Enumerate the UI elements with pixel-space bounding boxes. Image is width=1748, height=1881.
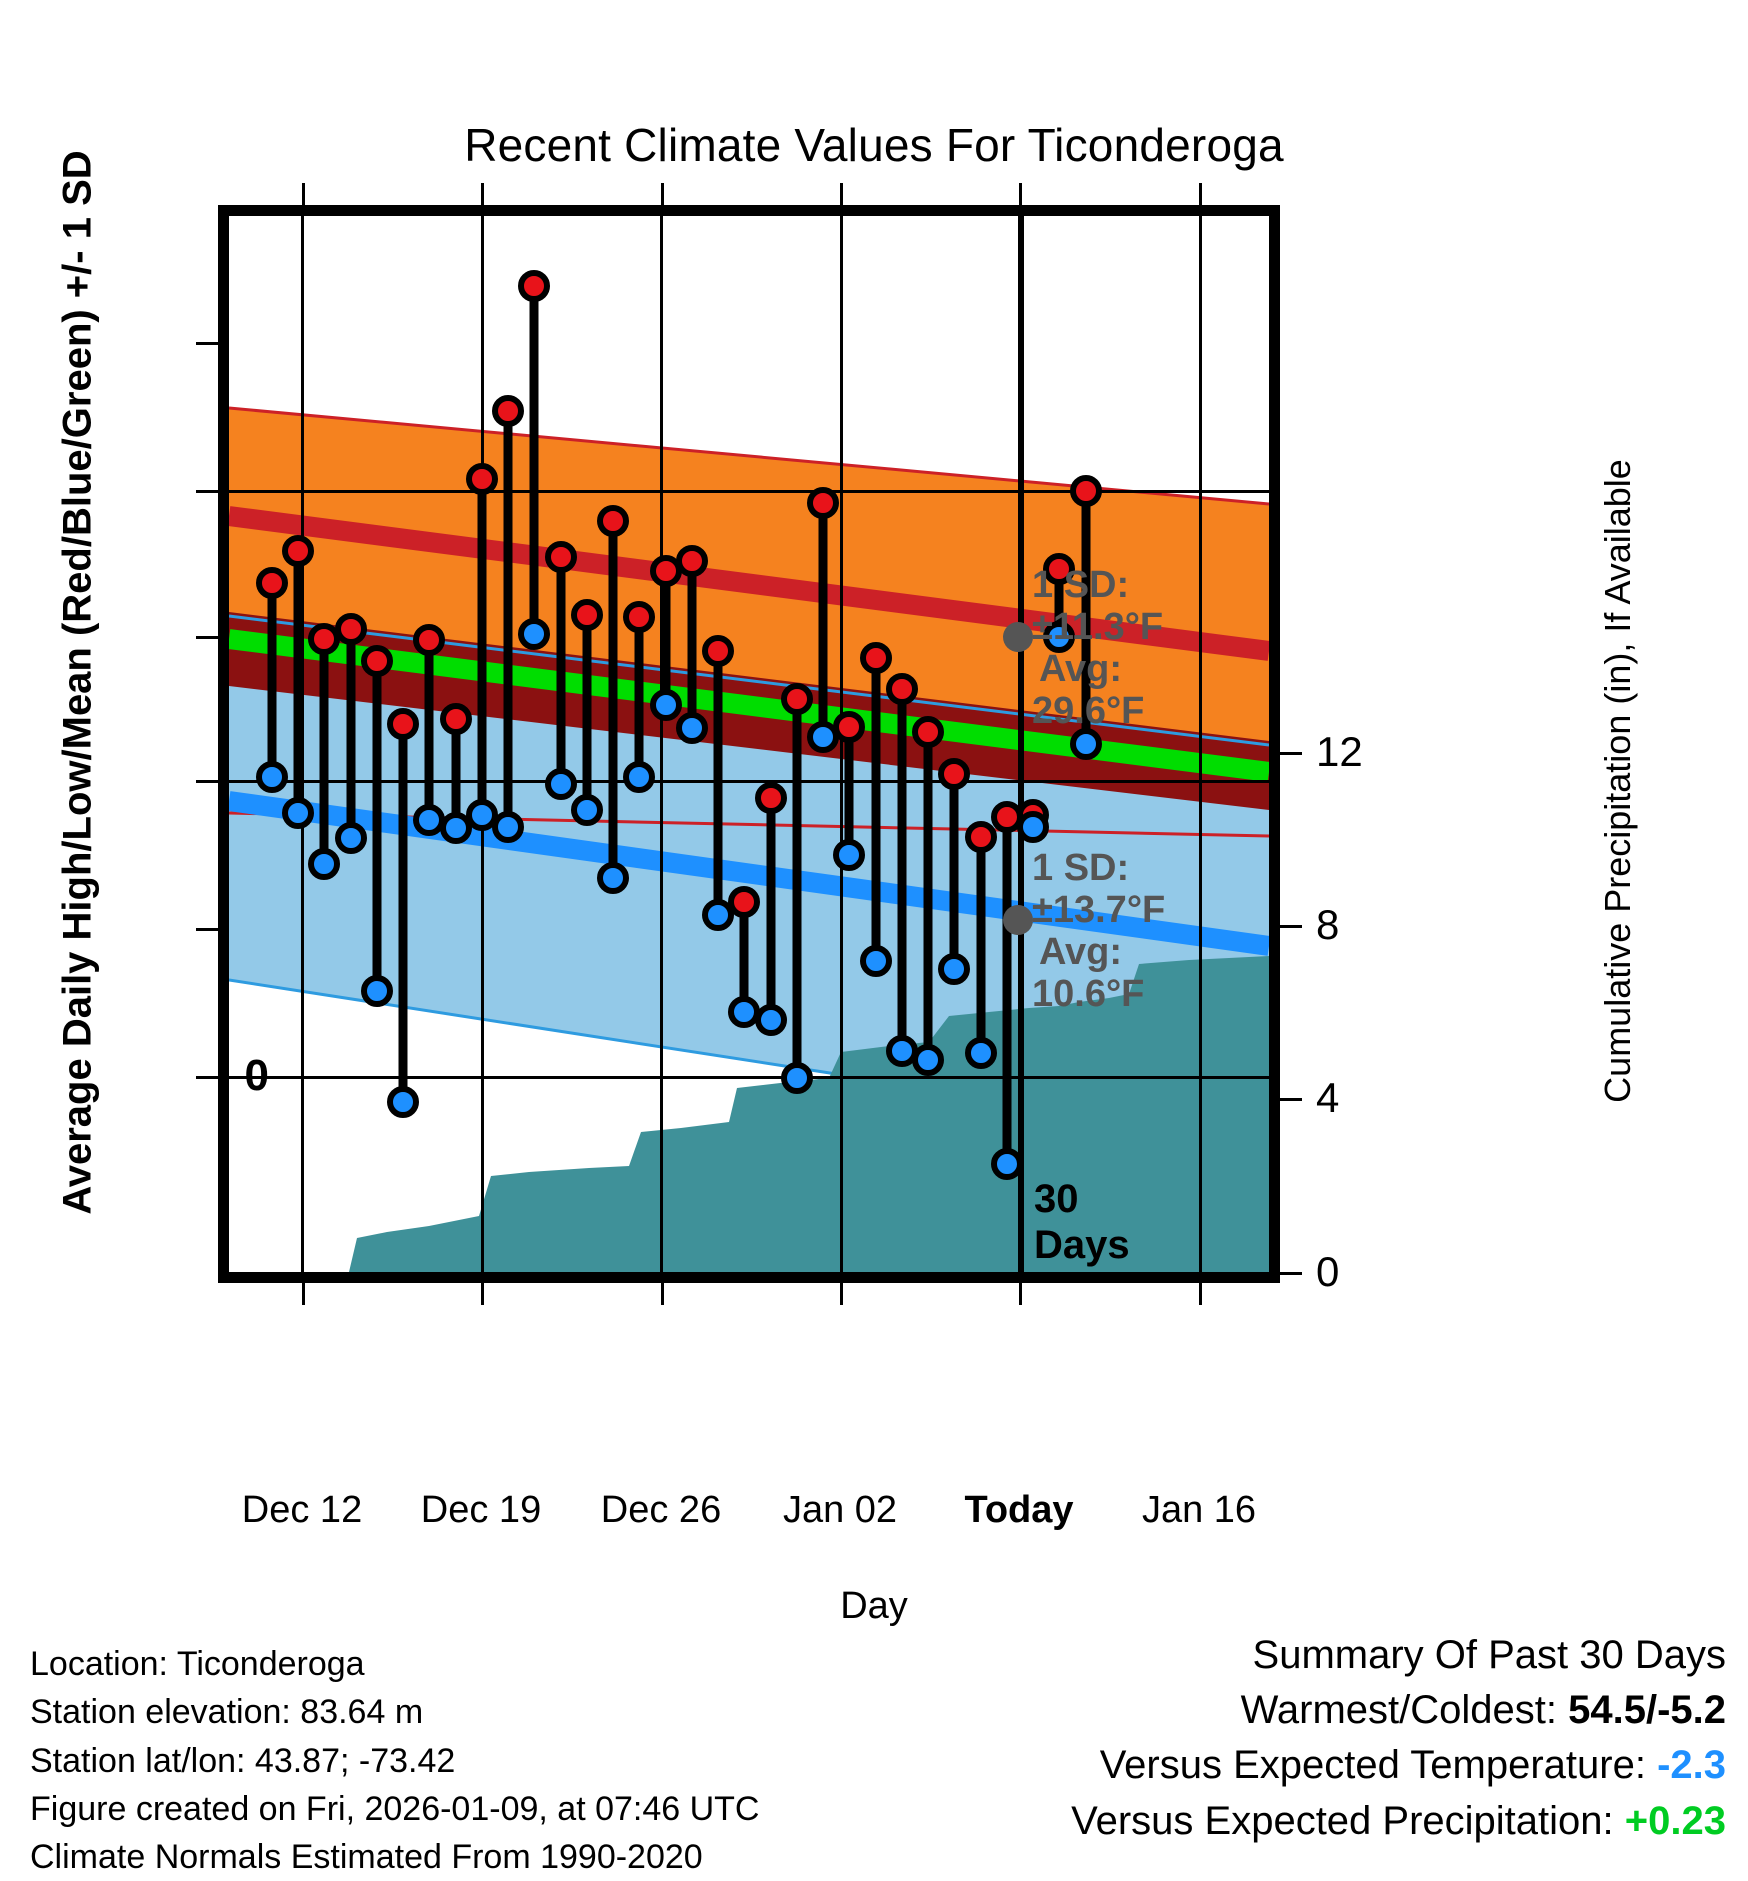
footer-created: Figure created on Fri, 2026-01-09, at 07… [30, 1789, 760, 1828]
y-axis-label: Average Daily High/Low/Mean (Red/Blue/Gr… [55, 150, 100, 1215]
summary-vs-precipitation-label: Versus Expected Precipitation: [1071, 1798, 1614, 1843]
footer-latlon: Station lat/lon: 43.87; -73.42 [30, 1741, 456, 1780]
precip-window-line-2: Days [1034, 1223, 1130, 1267]
summary-warmest-coldest-label: Warmest/Coldest: [1240, 1688, 1557, 1733]
summary-warmest-coldest: Warmest/Coldest: 54.5/-5.2 [1071, 1683, 1726, 1738]
y-tick-0: 0 [149, 1051, 269, 1101]
footer-location: Location: Ticonderoga [30, 1645, 365, 1683]
x-tick-jan-02: Jan 02 [782, 1489, 898, 1531]
plot-area: 1 SD: ±11.3°F Avg: 29.6°F 1 SD: ±13.7°F … [229, 216, 1269, 1272]
low-sd-label: 1 SD: [1032, 847, 1130, 889]
low-avg-label: Avg: [1039, 931, 1123, 973]
y2-axis-label: Cumulative Precipitation (in), If Availa… [1597, 459, 1638, 1103]
high-avg-value: 29.6°F [1032, 690, 1145, 732]
summary-panel: Summary Of Past 30 Days Warmest/Coldest:… [1071, 1628, 1726, 1849]
summary-warmest-coldest-value: 54.5/-5.2 [1568, 1688, 1726, 1733]
chart-title: Recent Climate Values For Ticonderoga [464, 119, 1284, 171]
summary-vs-temperature-value: -2.3 [1657, 1743, 1726, 1788]
summary-vs-temperature: Versus Expected Temperature: -2.3 [1071, 1738, 1726, 1793]
x-tick-dec-19: Dec 19 [420, 1489, 542, 1531]
y2-tick-12: 12 [1316, 728, 1363, 775]
summary-heading: Summary Of Past 30 Days [1252, 1633, 1726, 1677]
low-avg-value: 10.6°F [1032, 973, 1145, 1015]
y2-tick-4: 4 [1316, 1074, 1340, 1121]
y2-tick-0: 0 [1316, 1248, 1340, 1295]
low-sd-value: ±13.7°F [1032, 889, 1166, 931]
x-tick-dec-26: Dec 26 [600, 1489, 722, 1531]
footer-normals: Climate Normals Estimated From 1990-2020 [30, 1838, 703, 1877]
high-avg-label: Avg: [1039, 648, 1123, 690]
today-low-avg-dot [1003, 905, 1033, 935]
y2-tick-8: 8 [1316, 901, 1340, 948]
x-tick-dec-12: Dec 12 [241, 1489, 363, 1531]
high-sd-value: ±11.3°F [1032, 606, 1164, 648]
footer-left: Location: Ticonderoga Station elevation:… [30, 1640, 760, 1881]
summary-vs-temperature-label: Versus Expected Temperature: [1099, 1743, 1646, 1788]
x-tick-today: Today [964, 1489, 1074, 1531]
today-high-avg-dot [1003, 622, 1033, 652]
plot-frame [218, 205, 1280, 1283]
x-axis-label: Day [840, 1585, 908, 1627]
high-sd-label: 1 SD: [1032, 564, 1130, 606]
summary-vs-precipitation-value: +0.23 [1624, 1798, 1726, 1843]
x-tick-jan-16: Jan 16 [1141, 1489, 1257, 1531]
footer-elevation: Station elevation: 83.64 m [30, 1693, 424, 1732]
summary-vs-precipitation: Versus Expected Precipitation: +0.23 [1071, 1794, 1726, 1849]
precip-window-line-1: 30 [1034, 1177, 1079, 1221]
